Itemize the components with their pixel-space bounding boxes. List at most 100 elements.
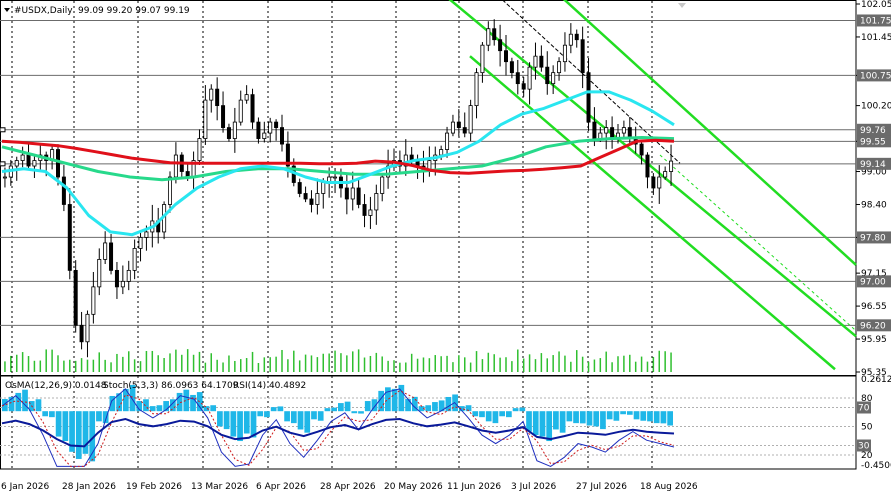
ma-green-line	[1, 136, 675, 182]
candle-body	[344, 187, 349, 200]
osma-bar	[2, 399, 8, 412]
candle-body	[610, 127, 615, 139]
trend-channels	[448, 0, 857, 371]
osma-bar	[82, 411, 89, 454]
date-tick-label: 28 Jan 2026	[62, 482, 116, 492]
candle-body	[380, 176, 385, 194]
osma-bar	[15, 392, 22, 412]
osma-bar	[371, 399, 378, 412]
candle-body	[79, 324, 84, 343]
osma-bar	[304, 411, 311, 433]
candle-body	[580, 39, 585, 74]
osma-bar	[183, 389, 190, 412]
osma-bar	[526, 411, 532, 432]
candle-body	[321, 182, 326, 194]
osma-bar	[136, 401, 143, 412]
candle-body	[203, 99, 208, 139]
osma-bar	[102, 411, 109, 424]
level-tag-label: 100.75	[860, 71, 891, 81]
osma-bar	[465, 405, 472, 412]
osma-bar	[22, 389, 28, 412]
candle-body	[403, 154, 408, 167]
osma-bar	[264, 411, 270, 418]
osma-bar	[344, 401, 351, 412]
osma-bar	[391, 388, 398, 412]
osma-bar	[55, 411, 62, 437]
date-tick-label: 6 Apr 2026	[256, 482, 306, 492]
osma-bar	[586, 411, 593, 426]
candle-body	[173, 154, 178, 178]
osma-bar	[553, 411, 559, 430]
candle-body	[492, 28, 497, 41]
osma-bar	[69, 411, 75, 452]
candle-body	[221, 105, 226, 128]
candle-body	[61, 176, 66, 205]
candle-body	[450, 121, 455, 134]
osma-bar	[203, 406, 210, 412]
candle-body	[303, 193, 308, 200]
price-tick-label: 99.00	[861, 168, 887, 178]
candle-body	[244, 94, 249, 101]
date-tick-label: 19 Feb 2026	[126, 482, 182, 492]
candle-body	[551, 72, 556, 85]
osma-bar	[190, 394, 196, 412]
candle-body	[285, 143, 290, 167]
rsi-line	[1, 417, 675, 448]
candle-body	[197, 138, 202, 161]
osma-bar	[425, 405, 432, 412]
osma-bar	[217, 411, 223, 427]
candle-body	[238, 99, 243, 123]
osma-bar	[620, 411, 626, 415]
level-tag	[857, 14, 891, 27]
osma-bar	[250, 411, 257, 438]
candle-body	[527, 66, 532, 90]
osma-bar	[600, 411, 606, 430]
osma-bar	[626, 411, 633, 415]
osma-bar	[432, 402, 438, 412]
osma-bar	[378, 390, 385, 412]
price-tick-label: 95.95	[861, 335, 887, 345]
candle-body	[274, 121, 279, 128]
candle-body	[126, 269, 131, 282]
candle-body	[209, 88, 214, 101]
osma-bar	[230, 411, 237, 437]
level-tag	[857, 123, 891, 136]
level-tag-label: 97.00	[860, 277, 886, 287]
date-tick-label: 11 Jun 2026	[447, 482, 501, 492]
osma-bar	[492, 411, 499, 424]
candle-body	[604, 127, 609, 134]
osma-bar	[559, 411, 566, 433]
moving-averages	[1, 90, 675, 237]
osma-bar	[479, 411, 485, 418]
candle-body	[562, 44, 567, 63]
candle-body	[539, 55, 544, 68]
candle-body	[114, 269, 119, 288]
candle-body	[26, 154, 31, 167]
candle-body	[226, 127, 231, 139]
osma-bar	[338, 403, 344, 412]
osma-bar	[96, 411, 102, 422]
candle-body	[356, 187, 361, 205]
osma-bar	[270, 407, 277, 412]
candle-body	[109, 242, 114, 271]
candle-body	[67, 204, 72, 271]
osma-bar	[284, 411, 290, 422]
candle-body	[350, 187, 355, 200]
price-tick-label: 97.15	[861, 269, 887, 279]
osma-bar	[170, 399, 176, 412]
date-tick-label: 3 Jul 2026	[511, 482, 556, 492]
chart-shift-triangle-icon[interactable]	[678, 3, 686, 8]
level-tag	[857, 275, 891, 288]
level-tag	[857, 319, 891, 332]
osma-bar	[532, 411, 539, 436]
osma-bar	[331, 407, 337, 412]
stoch-main-line	[1, 388, 675, 467]
chart-menu-triangle-icon[interactable]	[4, 8, 10, 12]
candle-body	[533, 55, 538, 68]
osma-bar	[405, 399, 411, 412]
candle-body	[521, 83, 526, 90]
price-tick-label: 96.55	[861, 302, 887, 312]
osma-bar	[385, 387, 391, 412]
stoch-readout: Stoch(5,3,3) 86.0963 64.1709	[103, 381, 239, 391]
